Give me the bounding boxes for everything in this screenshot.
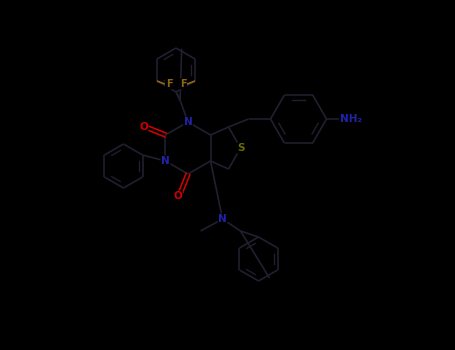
Text: S: S: [237, 143, 244, 153]
Text: N: N: [218, 214, 227, 224]
Text: N: N: [184, 117, 192, 127]
Text: NH₂: NH₂: [339, 114, 362, 124]
Text: F: F: [166, 79, 172, 89]
Text: O: O: [139, 122, 148, 132]
Text: N: N: [161, 156, 170, 166]
Text: F: F: [180, 79, 187, 89]
Text: O: O: [174, 191, 182, 201]
